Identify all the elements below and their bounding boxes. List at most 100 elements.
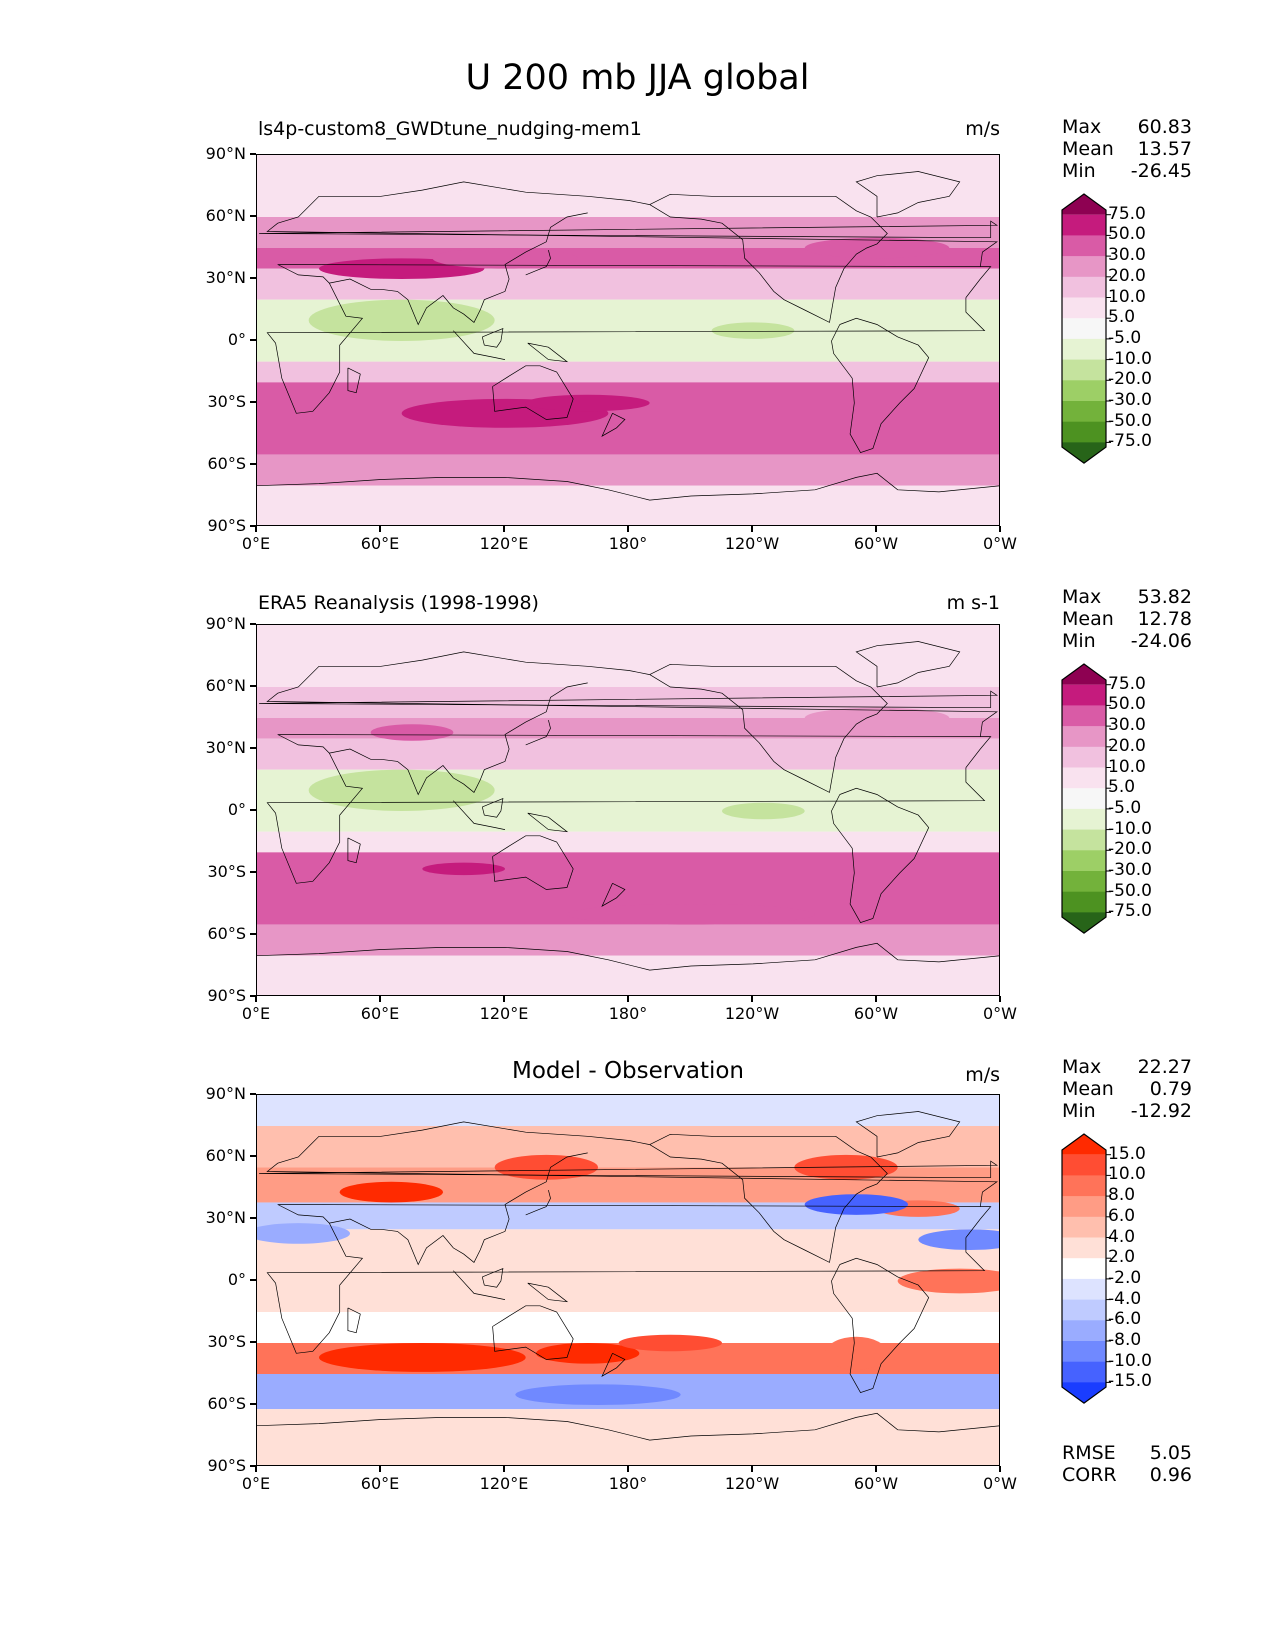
y-tick-mark [250, 1465, 256, 1467]
colorbar-label: -15.0 [1108, 1371, 1152, 1392]
stat-label: Mean [1062, 608, 1114, 630]
colorbar-segment [1062, 829, 1106, 851]
panel-title: ERA5 Reanalysis (1998-1998) [258, 592, 539, 614]
coastline [601, 1352, 626, 1377]
coastline [601, 882, 626, 907]
y-tick-mark [250, 809, 256, 811]
coastline [329, 212, 588, 326]
contour-blob [804, 1194, 908, 1215]
coastline [525, 720, 551, 746]
coastline [492, 835, 574, 890]
colorbar-label: 20.0 [1108, 735, 1146, 756]
contour-blob [536, 1343, 640, 1364]
stat-value: 53.82 [1137, 586, 1192, 608]
contour-blob [525, 394, 650, 412]
contour-band [257, 382, 999, 455]
coastline [266, 1204, 992, 1354]
colorbar-label: 6.0 [1108, 1205, 1136, 1226]
y-tick-mark [250, 1093, 256, 1095]
x-tick-label: 120°W [724, 1474, 780, 1493]
colorbar-label: 30.0 [1108, 245, 1146, 266]
colorbar-label: -20.0 [1108, 839, 1152, 860]
coastline [855, 171, 961, 218]
colorbar-extend-max [1062, 194, 1106, 215]
x-tick-mark [503, 526, 505, 532]
coastline [257, 472, 999, 501]
y-tick-label: 30°S [207, 1332, 246, 1351]
x-tick-label: 60°W [853, 1004, 899, 1023]
colorbar-label: 10.0 [1108, 756, 1146, 777]
colorbar-segment [1062, 1361, 1106, 1383]
coastline [527, 812, 569, 833]
contour-band [257, 155, 999, 217]
y-tick-mark [250, 1155, 256, 1157]
y-tick-mark [250, 1341, 256, 1343]
y-tick-label: 90°S [207, 986, 246, 1005]
x-tick-mark [875, 526, 877, 532]
x-tick-label: 0°W [983, 1474, 1017, 1493]
panel-units: m/s [965, 1064, 1000, 1086]
contour-band [257, 625, 999, 687]
colorbar-label: -20.0 [1108, 369, 1152, 390]
colorbar-segment [1062, 421, 1106, 443]
colorbar-outline [1061, 663, 1107, 934]
colorbar-segment [1062, 1258, 1106, 1280]
colorbar-extend-min [1062, 912, 1106, 934]
stat-label: Min [1062, 1100, 1096, 1122]
colorbar-label: -5.0 [1108, 797, 1142, 818]
coastline [347, 837, 361, 864]
x-tick-mark [503, 1466, 505, 1472]
colorbar-label: -2.0 [1108, 1267, 1142, 1288]
y-tick-label: 30°N [205, 268, 246, 287]
x-tick-label: 60°E [360, 534, 400, 553]
x-tick-label: 120°E [479, 534, 529, 553]
stat-label: Min [1062, 160, 1096, 182]
x-tick-mark [379, 996, 381, 1002]
coastline [453, 800, 506, 830]
coastline [649, 1133, 888, 1263]
panel-title: Model - Observation [511, 1058, 745, 1084]
colorbar-label: -10.0 [1108, 818, 1152, 839]
colorbar-label: 75.0 [1108, 203, 1146, 224]
coastline [649, 193, 888, 323]
contour-band [257, 924, 999, 956]
metric-label: RMSE [1062, 1442, 1116, 1464]
y-tick-label: 30°N [205, 738, 246, 757]
coastline [481, 1268, 504, 1288]
contour-blob [422, 862, 505, 876]
coastline [601, 412, 626, 437]
metric-value: 0.96 [1149, 1464, 1192, 1486]
contour-blob [918, 1229, 999, 1250]
coastline [855, 1111, 961, 1158]
y-tick-mark [250, 747, 256, 749]
y-tick-label: 90°S [207, 1456, 246, 1475]
colorbar-segment [1062, 380, 1106, 402]
colorbar-segment [1062, 746, 1106, 768]
x-tick-mark [999, 1466, 1001, 1472]
y-tick-label: 30°N [205, 1208, 246, 1227]
y-tick-mark [250, 525, 256, 527]
coastline [831, 1257, 930, 1394]
colorbar-label: -30.0 [1108, 860, 1152, 880]
coastline [329, 682, 588, 796]
stats-block: Max 60.83 Mean 13.57 Min -26.45 [1062, 116, 1192, 182]
contour-blob [308, 769, 495, 811]
stat-value: 0.79 [1149, 1078, 1192, 1100]
contour-blob [432, 248, 578, 269]
x-tick-mark [999, 996, 1001, 1002]
contour-blob [308, 299, 495, 341]
coastline [525, 1190, 551, 1216]
x-tick-label: 180° [608, 1474, 648, 1493]
coastline [266, 1121, 998, 1207]
contour-band [257, 1095, 999, 1126]
coastline [257, 1412, 999, 1441]
colorbar-label: 5.0 [1108, 777, 1136, 798]
colorbar-segment [1062, 214, 1106, 236]
y-tick-label: 60°N [205, 1146, 246, 1165]
y-tick-label: 60°S [207, 454, 246, 473]
colorbar-segment [1062, 401, 1106, 423]
coastline [266, 181, 998, 267]
coastline [257, 942, 999, 971]
y-tick-label: 0° [227, 1270, 246, 1289]
colorbar-label: -75.0 [1108, 431, 1152, 452]
